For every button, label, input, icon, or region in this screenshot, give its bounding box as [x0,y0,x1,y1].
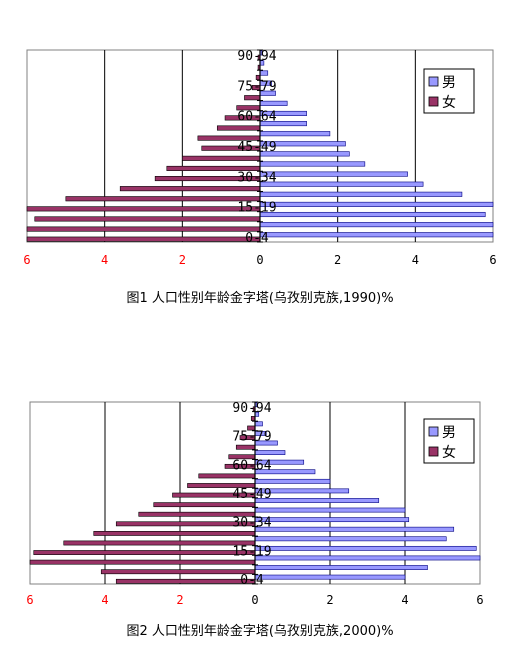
bar-male [254,555,481,561]
legend-swatch [428,446,439,457]
legend-label: 女 [442,444,456,461]
x-tick-label: 4 [101,593,108,607]
bar-female [63,540,256,546]
bar-female [29,559,256,565]
bar-male [254,450,286,455]
x-tick-label: 4 [401,593,408,607]
bar-female [115,578,256,584]
bar-male [259,232,494,238]
legend-swatch [428,76,439,87]
bar-male [254,526,455,532]
x-tick-label: 6 [476,593,483,607]
bar-female [235,444,256,450]
bar-female [26,236,261,242]
bar-female [244,95,261,101]
category-label: 75-79 [237,79,276,94]
x-tick-label: 2 [176,593,183,607]
bar-female [100,569,256,575]
x-tick-label: 2 [179,253,186,267]
bar-male [254,536,447,542]
legend: 男女 [423,68,475,114]
bar-male [254,498,380,503]
bar-male [259,201,494,207]
category-label: 30-34 [237,170,276,185]
x-tick-label: 2 [334,253,341,267]
x-tick-label: 4 [101,253,108,267]
bar-female [153,502,256,508]
chart-caption: 图1 人口性别年龄金字塔(乌孜别克族,1990)% [126,290,393,306]
category-label: 45-49 [237,140,276,155]
legend-swatch [428,96,439,107]
pyramid-chart-2: 0-4 15-19 30-34 45-49 60-64 75-79 90-94 6 4 2 0 2 4 6… [26,401,483,639]
category-label: 15-19 [232,544,271,559]
bar-female [26,226,261,232]
bar-female [216,125,261,131]
bar-female [26,206,261,212]
bar-female [93,531,256,536]
bar-male [259,70,269,76]
legend-label: 女 [442,94,456,111]
bar-female [119,186,261,192]
x-tick-label: 0 [251,593,258,607]
bar-male [254,574,406,580]
legend-label: 男 [442,75,456,91]
bar-female [34,216,261,222]
bar-female [182,155,261,161]
bar-male [259,171,408,177]
x-tick-label: 0 [256,253,263,267]
bar-male [259,211,486,218]
bar-female [33,550,256,555]
category-label: 0-4 [240,573,264,588]
bar-male [254,421,263,427]
bar-male [254,565,428,570]
bar-male [259,191,463,197]
category-label: 0-4 [245,231,269,246]
x-tick-label: 2 [326,593,333,607]
bar-male [254,478,331,484]
pyramid-chart-1: 0-4 15-19 30-34 45-49 60-64 75-79 90-94 6 4 2 0 2 4 6… [23,49,496,306]
bar-male [254,507,406,513]
category-label: 90-94 [237,49,276,64]
bar-male [254,545,477,551]
category-label: 30-34 [232,516,271,531]
legend-label: 男 [442,425,456,441]
bar-male [259,161,366,167]
x-tick-label: 6 [489,253,496,267]
category-label: 15-19 [237,201,276,216]
bar-female [198,473,256,479]
x-tick-label: 6 [26,593,33,607]
bar-male [259,100,288,106]
legend-swatch [428,426,439,437]
bar-female [65,196,261,202]
category-label: 45-49 [232,487,271,502]
category-label: 75-79 [232,430,271,445]
category-label: 60-64 [237,110,276,125]
category-label: 60-64 [232,458,271,473]
category-label: 90-94 [232,401,271,416]
bar-male [259,131,331,137]
chart-caption: 图2 人口性别年龄金字塔(乌孜别克族,2000)% [126,623,393,639]
bar-male [254,517,410,523]
legend: 男女 [423,418,475,464]
bar-male [259,181,424,187]
x-tick-label: 4 [412,253,419,267]
x-tick-label: 6 [23,253,30,267]
bar-male [259,222,494,228]
